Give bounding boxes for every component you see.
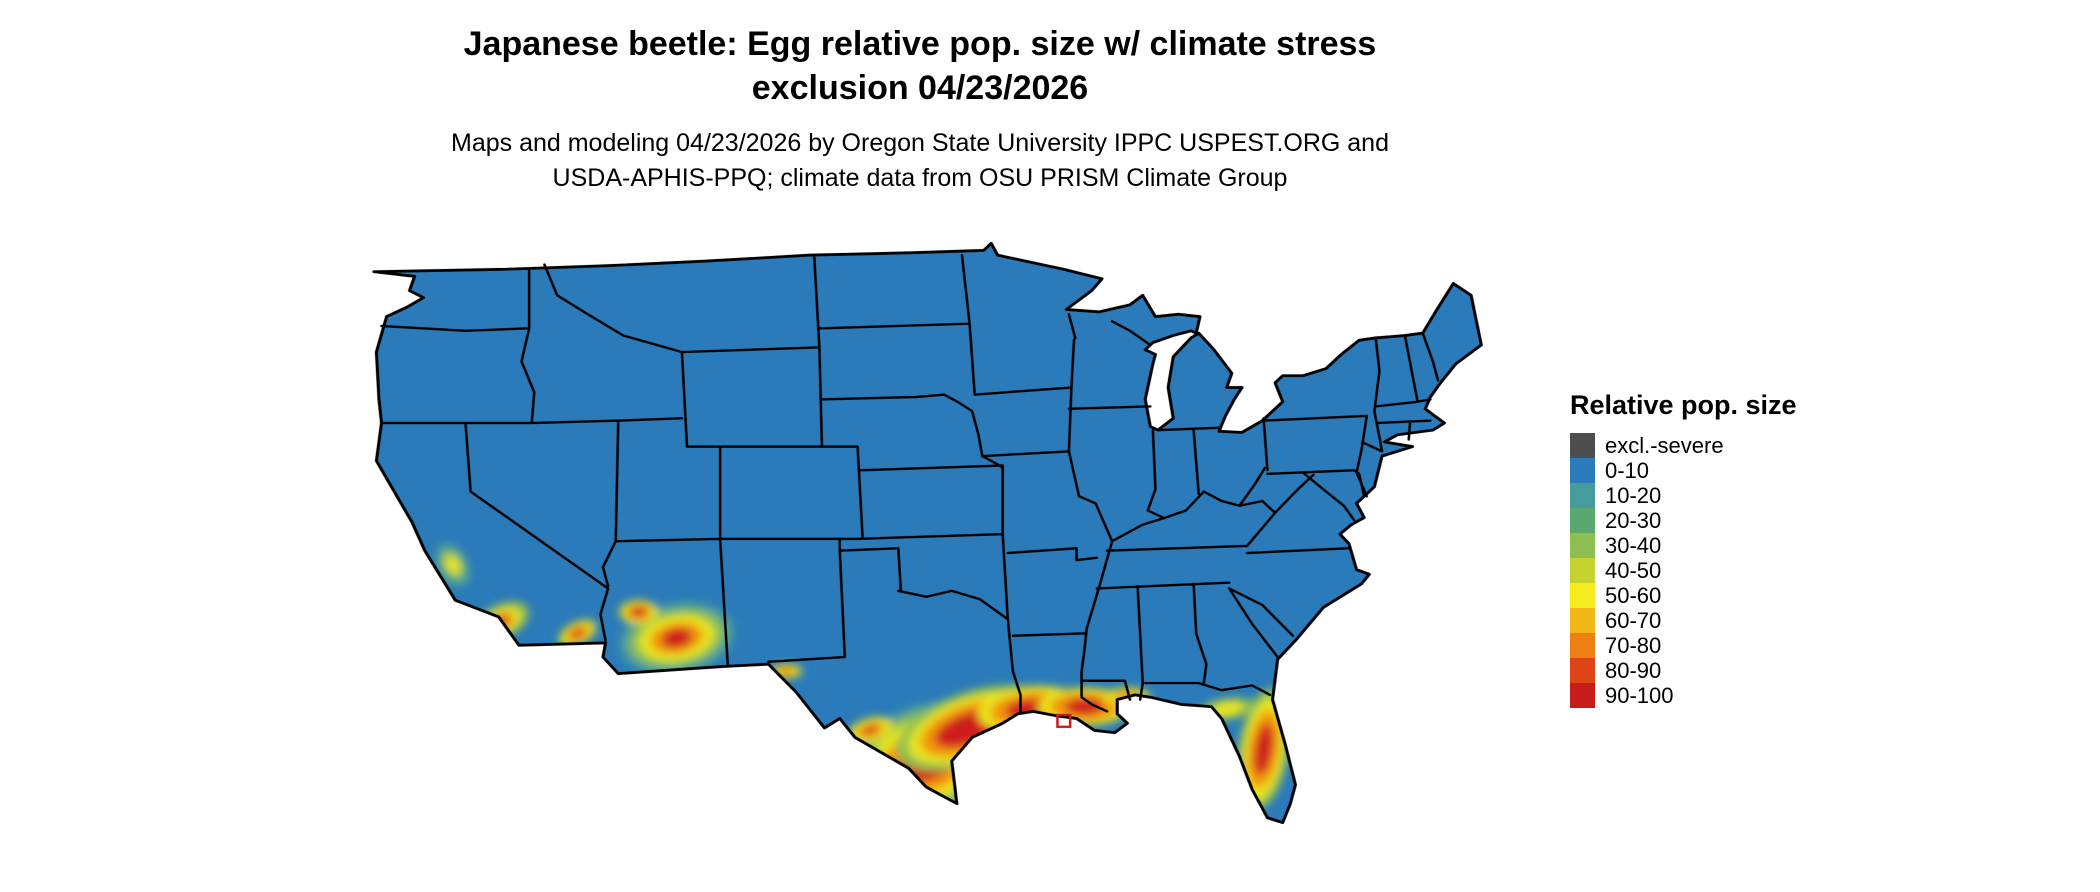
hotspot-phoenix-area [630,607,647,617]
legend-item: 90-100 [1570,683,1797,708]
legend-swatch [1570,508,1595,533]
hotspot-florida-peninsula [1253,723,1274,776]
legend-swatch [1570,533,1595,558]
map-legend: Relative pop. size excl.-severe 0-10 10-20… [1570,390,1797,708]
legend-swatch [1570,558,1595,583]
page-subtitle: Maps and modeling 04/23/2026 by Oregon S… [0,126,1840,196]
legend-item: 80-90 [1570,658,1797,683]
legend-item: 50-60 [1570,583,1797,608]
page-subtitle-line2: USDA-APHIS-PPQ; climate data from OSU PR… [552,164,1288,193]
page-title: Japanese beetle: Egg relative pop. size … [0,22,1840,110]
legend-label: 60-70 [1605,607,1662,633]
legend-item: 60-70 [1570,608,1797,633]
map-header: Japanese beetle: Egg relative pop. size … [0,22,1840,196]
hotspot-layer [435,542,1291,819]
legend-label: 20-30 [1605,507,1662,533]
map-marker [1056,713,1072,728]
legend-items: excl.-severe 0-10 10-20 20-30 30-40 40-50 50-6… [1570,433,1797,708]
legend-item: 20-30 [1570,508,1797,533]
state-borders [380,253,1440,713]
legend-label: 50-60 [1605,582,1662,608]
us-map [300,222,1522,884]
legend-item: excl.-severe [1570,433,1797,458]
legend-swatch [1570,633,1595,658]
legend-swatch [1570,658,1595,683]
page-title-line1: Japanese beetle: Egg relative pop. size … [463,25,1377,63]
legend-item: 40-50 [1570,558,1797,583]
legend-swatch [1570,683,1595,708]
legend-item: 70-80 [1570,633,1797,658]
hotspot-west-texas-el-paso [777,666,796,676]
legend-label: 70-80 [1605,632,1662,658]
legend-label: 90-100 [1605,682,1674,708]
legend-label: 0-10 [1605,457,1650,483]
hotspot-central-valley-california [445,555,460,574]
hotspot-del-rio [862,726,878,735]
legend-title: Relative pop. size [1570,390,1797,420]
page-subtitle-line1: Maps and modeling 04/23/2026 by Oregon S… [451,129,1389,158]
legend-label: 10-20 [1605,482,1662,508]
legend-item: 10-20 [1570,483,1797,508]
legend-item: 0-10 [1570,458,1797,483]
legend-label: 40-50 [1605,557,1662,583]
hotspot-southern-arizona [661,628,692,648]
legend-label: excl.-severe [1605,432,1724,458]
legend-swatch [1570,458,1595,483]
legend-swatch [1570,483,1595,508]
hotspot-south-louisiana [1065,698,1104,715]
hotspot-imperial-valley [571,629,584,638]
page-title-line2: exclusion 04/23/2026 [751,69,1089,108]
us-map-svg [372,241,1483,825]
legend-label: 80-90 [1605,657,1662,683]
legend-swatch [1570,583,1595,608]
legend-swatch [1570,433,1595,458]
legend-label: 30-40 [1605,532,1662,558]
legend-swatch [1570,608,1595,633]
legend-item: 30-40 [1570,533,1797,558]
